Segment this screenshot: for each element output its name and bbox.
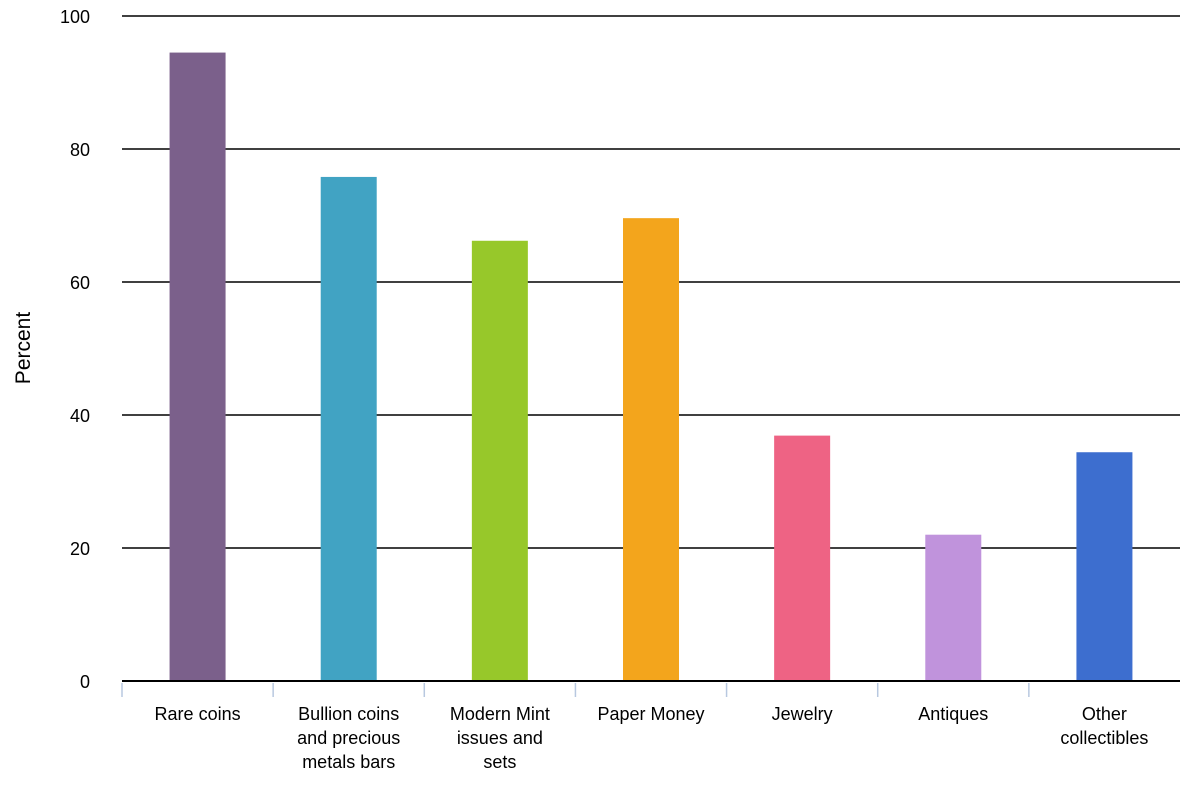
x-tick-label-line: Jewelry xyxy=(772,704,833,724)
x-tick-label-line: and precious xyxy=(297,728,400,748)
y-axis-ticks: 0 20 40 60 80 100 xyxy=(60,7,90,692)
bar xyxy=(623,218,679,681)
x-tick-label: Bullion coins and precious metals bars xyxy=(297,704,400,772)
bar xyxy=(471,240,528,681)
x-tick-label: Other collectibles xyxy=(1060,704,1148,748)
bar xyxy=(774,435,831,681)
y-tick-label: 40 xyxy=(70,406,90,426)
x-tick-label: Rare coins xyxy=(155,704,241,724)
y-tick-label: 0 xyxy=(80,672,90,692)
bar xyxy=(925,534,982,681)
bar xyxy=(320,176,377,681)
x-tick-label-line: metals bars xyxy=(302,752,395,772)
y-tick-label: 60 xyxy=(70,273,90,293)
y-tick-label: 80 xyxy=(70,140,90,160)
x-tick-label: Paper Money xyxy=(597,704,704,724)
x-tick-label: Modern Mint issues and sets xyxy=(450,704,550,772)
x-tick-label-line: Paper Money xyxy=(597,704,704,724)
x-axis-tick-labels: Rare coins Bullion coins and precious metal… xyxy=(155,704,1149,772)
x-tick-label-line: Bullion coins xyxy=(298,704,399,724)
x-tick-label-line: issues and xyxy=(457,728,543,748)
x-tick-label: Jewelry xyxy=(772,704,833,724)
y-tick-label: 100 xyxy=(60,7,90,27)
x-tick-label-line: Modern Mint xyxy=(450,704,550,724)
bar xyxy=(1076,452,1133,681)
y-axis-label: Percent xyxy=(12,312,35,385)
x-tick-label-line: Rare coins xyxy=(155,704,241,724)
bars xyxy=(169,52,1133,681)
x-tick-label-line: Other xyxy=(1082,704,1127,724)
x-tick-label-line: sets xyxy=(483,752,516,772)
x-tick-label: Antiques xyxy=(918,704,988,724)
x-axis xyxy=(121,680,1180,697)
x-tick-label-line: Antiques xyxy=(918,704,988,724)
x-tick-label-line: collectibles xyxy=(1060,728,1148,748)
bar xyxy=(169,52,226,681)
y-tick-label: 20 xyxy=(70,539,90,559)
